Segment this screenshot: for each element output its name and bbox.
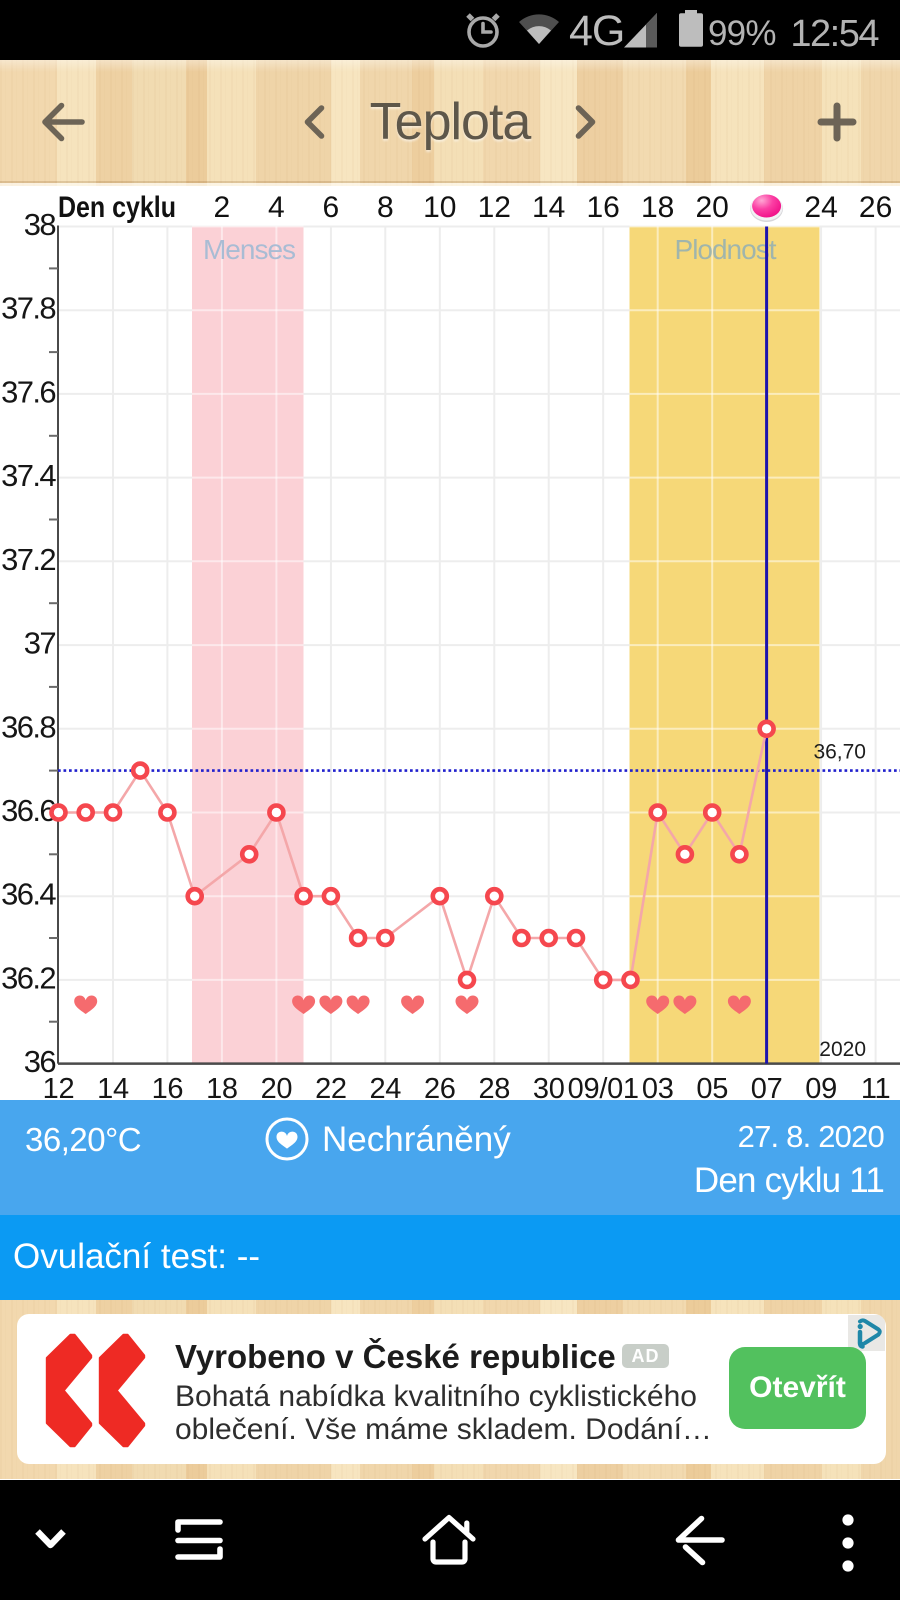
- svg-text:37.6: 37.6: [1, 374, 55, 409]
- svg-text:16: 16: [587, 191, 620, 224]
- svg-text:37.4: 37.4: [1, 458, 56, 493]
- svg-text:8: 8: [377, 191, 394, 224]
- svg-text:26: 26: [424, 1073, 456, 1100]
- svg-text:Plodnost: Plodnost: [675, 234, 777, 265]
- svg-text:03: 03: [642, 1073, 674, 1100]
- svg-text:99%: 99%: [708, 14, 776, 53]
- svg-text:28: 28: [478, 1073, 510, 1100]
- svg-text:20: 20: [261, 1073, 293, 1100]
- svg-text:22: 22: [315, 1073, 347, 1100]
- svg-text:12:54: 12:54: [790, 13, 879, 55]
- svg-text:38: 38: [24, 207, 56, 242]
- svg-text:36: 36: [24, 1044, 56, 1079]
- svg-text:37.8: 37.8: [1, 291, 55, 326]
- svg-text:24: 24: [369, 1073, 401, 1100]
- svg-text:37.2: 37.2: [1, 542, 55, 577]
- svg-text:14: 14: [532, 191, 565, 224]
- svg-text:36.4: 36.4: [1, 877, 56, 912]
- svg-text:2: 2: [214, 191, 231, 224]
- svg-text:18: 18: [641, 191, 674, 224]
- svg-text:07: 07: [751, 1073, 783, 1100]
- svg-text:37: 37: [24, 626, 56, 661]
- svg-text:4G: 4G: [569, 7, 624, 55]
- svg-text:09: 09: [805, 1073, 837, 1100]
- svg-text:36.6: 36.6: [1, 793, 55, 828]
- svg-text:11: 11: [861, 1073, 891, 1100]
- svg-text:Den cyklu: Den cyklu: [58, 191, 176, 224]
- svg-text:Menses: Menses: [203, 234, 295, 265]
- svg-text:2020: 2020: [819, 1038, 866, 1061]
- svg-text:6: 6: [323, 191, 340, 224]
- svg-text:18: 18: [206, 1073, 238, 1100]
- svg-text:24: 24: [804, 191, 837, 224]
- svg-text:05: 05: [696, 1073, 728, 1100]
- svg-text:10: 10: [423, 191, 456, 224]
- svg-text:26: 26: [859, 191, 892, 224]
- svg-text:12: 12: [478, 191, 511, 224]
- svg-text:36,70: 36,70: [813, 741, 866, 764]
- svg-text:4: 4: [268, 191, 285, 224]
- svg-text:36.2: 36.2: [1, 960, 55, 995]
- svg-text:16: 16: [152, 1073, 184, 1100]
- svg-text:14: 14: [97, 1073, 129, 1100]
- svg-text:20: 20: [696, 191, 729, 224]
- svg-text:12: 12: [43, 1073, 75, 1100]
- svg-text:36.8: 36.8: [1, 709, 55, 744]
- svg-text:09/01: 09/01: [568, 1073, 639, 1100]
- svg-text:30: 30: [533, 1073, 565, 1100]
